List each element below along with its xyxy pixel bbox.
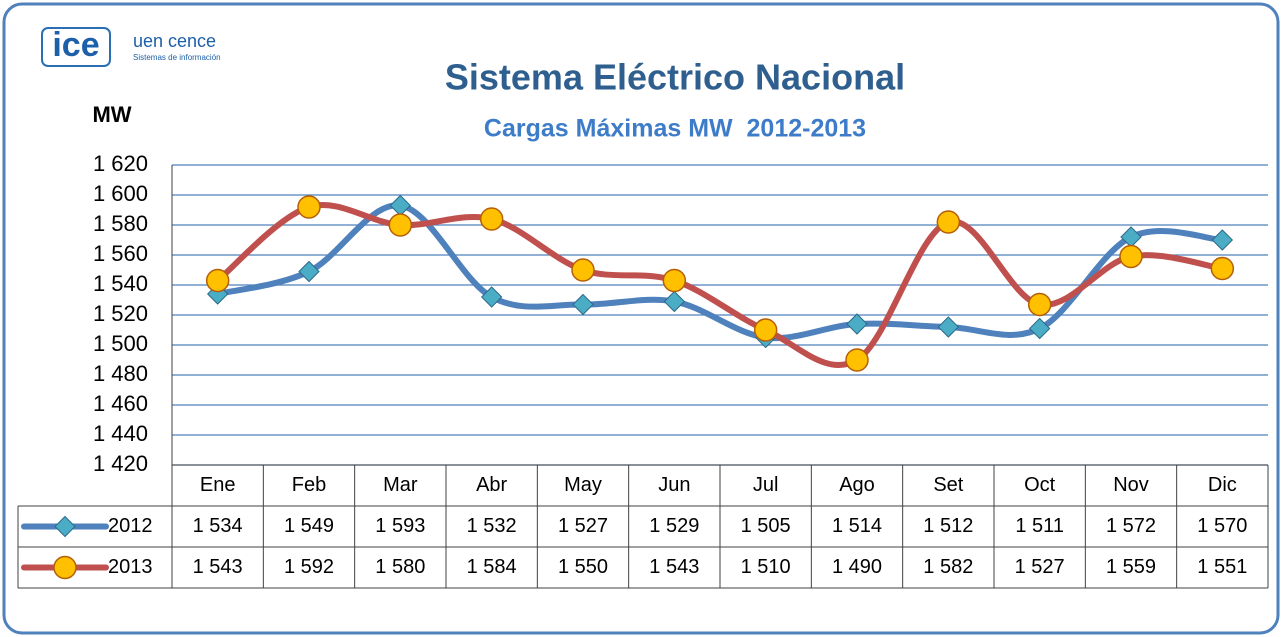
y-tick-label: 1 520 <box>93 301 148 326</box>
x-tick-label: Mar <box>383 474 418 496</box>
data-point <box>479 207 504 231</box>
legend-marker <box>54 515 76 538</box>
data-label: 1 570 <box>1197 515 1247 537</box>
data-point <box>571 258 595 282</box>
chart-title: Sistema Eléctrico Nacional <box>445 57 905 98</box>
data-point <box>845 348 869 372</box>
y-tick-label: 1 420 <box>93 451 148 476</box>
data-label: 1 505 <box>741 515 791 537</box>
logo-box <box>41 27 111 67</box>
data-label: 1 534 <box>193 515 243 537</box>
data-point <box>846 313 868 335</box>
data-label: 1 572 <box>1106 515 1156 537</box>
data-label: 1 580 <box>375 556 425 578</box>
logo-brand: ice <box>52 26 99 64</box>
y-tick-label: 1 600 <box>93 181 148 206</box>
y-tick-label: 1 440 <box>93 421 148 446</box>
legend-label: 2012 <box>108 515 153 537</box>
chart-subtitle: Cargas Máximas MW 2012-2013 <box>484 115 866 143</box>
x-tick-label: Jul <box>753 474 779 496</box>
data-label: 1 543 <box>649 556 699 578</box>
x-tick-label: Abr <box>476 474 507 496</box>
data-point <box>1119 244 1143 269</box>
data-label: 1 532 <box>467 515 517 537</box>
data-label: 1 543 <box>193 556 243 578</box>
y-tick-label: 1 580 <box>93 211 148 236</box>
x-tick-label: Oct <box>1024 474 1056 496</box>
y-tick-label: 1 540 <box>93 271 148 296</box>
data-point <box>1211 229 1234 251</box>
data-label: 1 592 <box>284 556 334 578</box>
y-tick-label: 1 500 <box>93 331 148 356</box>
data-label: 1 593 <box>375 515 425 537</box>
data-label: 1 584 <box>467 556 517 578</box>
data-label: 1 550 <box>558 556 608 578</box>
legend-label: 2013 <box>108 556 153 578</box>
data-point <box>937 316 960 338</box>
y-tick-label: 1 560 <box>93 241 148 266</box>
x-tick-label: Jun <box>658 474 690 496</box>
data-label: 1 510 <box>741 556 791 578</box>
x-tick-label: Dic <box>1208 474 1237 496</box>
x-tick-label: Set <box>933 474 963 496</box>
data-point <box>662 268 687 293</box>
data-point <box>753 318 778 342</box>
y-axis-label: MW <box>92 102 131 127</box>
data-point <box>1027 292 1052 317</box>
data-label: 1 582 <box>923 556 973 578</box>
data-label: 1 512 <box>923 515 973 537</box>
data-point <box>572 293 594 316</box>
x-tick-label: May <box>564 474 602 496</box>
data-label: 1 527 <box>558 515 608 537</box>
data-point <box>1028 317 1051 340</box>
data-label: 1 549 <box>284 515 334 537</box>
series-line <box>214 202 1226 342</box>
data-point <box>297 195 321 219</box>
y-tick-label: 1 460 <box>93 391 148 416</box>
data-point <box>936 210 961 234</box>
data-point <box>663 290 686 313</box>
data-label: 1 511 <box>1015 515 1064 537</box>
data-label: 1 529 <box>649 515 699 537</box>
data-point <box>298 260 320 283</box>
y-tick-label: 1 620 <box>93 151 148 176</box>
data-label: 1 559 <box>1106 556 1156 578</box>
data-label: 1 527 <box>1015 556 1065 578</box>
x-tick-label: Feb <box>292 474 326 496</box>
x-tick-label: Ene <box>200 474 236 496</box>
logo-unit: uen cence <box>133 31 216 51</box>
logo-tagline: Sistemas de información <box>133 53 221 62</box>
data-point <box>480 286 503 308</box>
x-tick-label: Nov <box>1113 474 1149 496</box>
data-label: 1 490 <box>832 556 882 578</box>
data-point <box>205 268 230 293</box>
legend-marker <box>53 555 77 580</box>
data-label: 1 551 <box>1197 556 1247 578</box>
data-point <box>388 213 413 237</box>
y-tick-label: 1 480 <box>93 361 148 386</box>
data-label: 1 514 <box>832 515 882 537</box>
data-point <box>1210 256 1235 281</box>
x-tick-label: Ago <box>839 474 875 496</box>
